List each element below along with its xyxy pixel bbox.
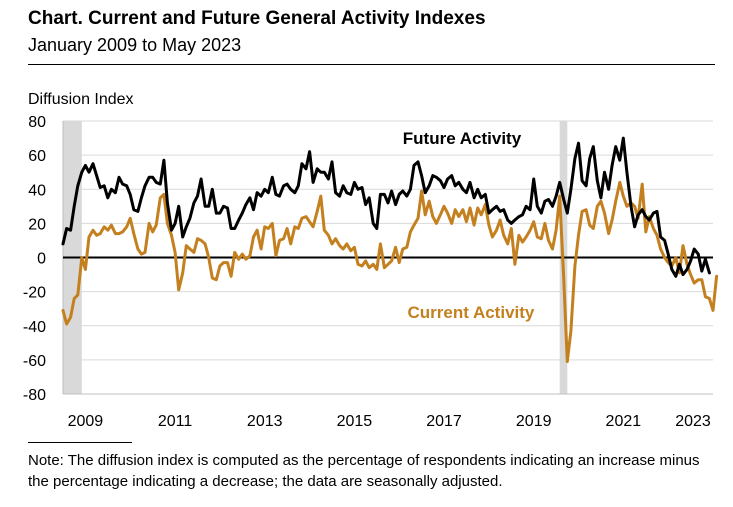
current-activity-line bbox=[61, 180, 719, 364]
current-activity-label: Current Activity bbox=[407, 303, 534, 322]
x-tick-label: 2011 bbox=[158, 413, 193, 430]
y-tick-label: 80 bbox=[28, 114, 46, 131]
y-tick-label: -80 bbox=[23, 387, 46, 404]
plot-frame bbox=[62, 121, 713, 395]
x-tick-label: 2021 bbox=[606, 413, 642, 430]
series-lines bbox=[61, 136, 719, 364]
y-tick-label: 40 bbox=[28, 182, 46, 199]
note-divider bbox=[28, 442, 132, 443]
x-tick-label: 2017 bbox=[426, 413, 462, 430]
x-tick-label: 2015 bbox=[337, 413, 373, 430]
y-tick-label: -20 bbox=[23, 285, 46, 302]
header-divider bbox=[28, 64, 715, 65]
y-tick-label: 20 bbox=[28, 216, 46, 233]
x-tick-label: 2019 bbox=[516, 413, 552, 430]
y-tick-label: 0 bbox=[37, 251, 46, 268]
x-tick-label: 2023 bbox=[675, 413, 711, 430]
y-tick-labels: -80 -60 -40 -20 0 20 40 60 80 bbox=[23, 114, 46, 404]
y-tick-label: 60 bbox=[28, 148, 46, 165]
x-tick-label: 2009 bbox=[68, 413, 104, 430]
x-tick-label: 2013 bbox=[247, 413, 283, 430]
future-activity-line bbox=[61, 136, 711, 278]
y-tick-label: -60 bbox=[23, 353, 46, 370]
y-axis-label: Diffusion Index bbox=[28, 91, 134, 108]
footnote: Note: The diffusion index is computed as… bbox=[28, 452, 700, 490]
series-labels: Future Activity Current Activity bbox=[403, 129, 535, 322]
chart: Diffusion Index Future Activity Current A… bbox=[23, 91, 719, 430]
chart-subtitle: January 2009 to May 2023 bbox=[28, 35, 242, 55]
x-tick-labels: 2009 2011 2013 2015 2017 2019 2021 2023 bbox=[68, 413, 711, 430]
chart-title: Chart. Current and Future General Activi… bbox=[28, 8, 486, 29]
y-tick-label: -40 bbox=[23, 319, 46, 336]
future-activity-label: Future Activity bbox=[403, 129, 522, 148]
